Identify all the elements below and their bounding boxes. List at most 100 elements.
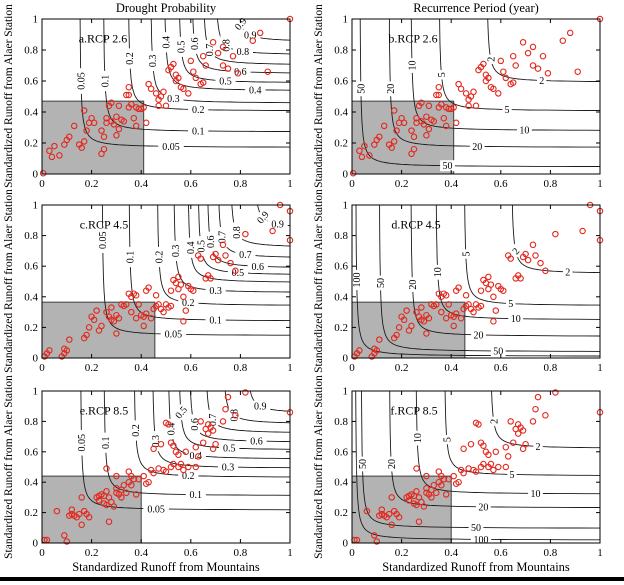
scatter-point (192, 74, 200, 82)
contour-label-text: 0.3 (171, 245, 182, 258)
x-tick-label: 0 (39, 362, 45, 374)
contour-label-gap (232, 45, 253, 57)
contour-label-0.7: 0.7 (235, 249, 256, 261)
contour-label-0.4: 0.4 (160, 32, 172, 53)
scatter-point (385, 510, 393, 518)
y-tick-label: 1 (343, 200, 349, 212)
scatter-point (539, 52, 547, 60)
scatter-point (132, 292, 140, 299)
scatter-point (492, 448, 500, 456)
contour-label-text: 10 (531, 489, 541, 500)
scatter-point (98, 322, 105, 330)
scatter-point (90, 119, 98, 127)
scatter-point (63, 347, 71, 354)
contour-label-gap (231, 222, 243, 243)
x-tick-label: 0.8 (544, 547, 558, 559)
scatter-point (227, 259, 234, 267)
scatter-point (529, 418, 537, 425)
scatter-point (430, 118, 438, 125)
scatter-point (185, 463, 192, 471)
contour-line-5 (439, 18, 600, 111)
contour-label-text: 20 (474, 330, 484, 341)
scatter-point (78, 494, 85, 501)
scatter-point (490, 85, 497, 93)
scatter-point (529, 43, 537, 51)
contour-label-20: 20 (476, 501, 491, 513)
contour-label-gap (124, 48, 136, 69)
scatter-point (68, 506, 76, 513)
right-column-title: Recurrence Period (year) (413, 1, 539, 15)
scatter-point (373, 347, 381, 354)
contour-label-text: 50 (443, 161, 453, 172)
contour-label-text: 0.9 (254, 402, 267, 413)
contour-line-50 (379, 205, 601, 352)
scatter-point (140, 472, 147, 480)
contour-label-text: 100 (352, 273, 363, 288)
contour-label-gap (460, 249, 472, 259)
scatter-point (509, 79, 517, 86)
contour-line-0.7 (206, 390, 290, 433)
y-tick-label: 0 (33, 353, 39, 365)
y-tick-label: 0.4 (24, 477, 38, 489)
scatter-point (269, 227, 276, 235)
scatter-point (85, 324, 93, 331)
y-tick-label: 0.2 (334, 507, 348, 519)
scatter-point (177, 460, 185, 468)
scatter-point (425, 314, 433, 322)
contour-label-gap (488, 416, 500, 427)
scatter-point (103, 488, 110, 495)
subplot-tag-e: e.RCP 8.5 (79, 403, 129, 418)
scatter-point (529, 241, 537, 249)
scatter-point (480, 60, 487, 68)
y-tick-label: 1 (343, 386, 349, 398)
y-tick-label: 0.8 (24, 230, 38, 242)
contour-label-text: 0.2 (154, 251, 165, 264)
y-tick-label: 0.6 (24, 446, 38, 458)
scatter-point (534, 65, 542, 72)
x-tick-label: 0.2 (85, 362, 99, 374)
scatter-point (53, 507, 61, 515)
contour-label-gap (407, 277, 418, 293)
contour-label-gap (470, 533, 492, 545)
scatter-point (80, 138, 88, 145)
contour-label-0.8: 0.8 (220, 35, 232, 56)
scatter-point (532, 252, 539, 259)
axes-box (351, 204, 601, 359)
y-tick-label: 0 (343, 538, 349, 550)
contour-label-50: 50 (440, 160, 455, 172)
contour-label-text: 5 (442, 437, 453, 442)
contour-label-text: 0.2 (131, 424, 142, 437)
contour-label-gap (189, 414, 200, 435)
scatter-point (457, 85, 465, 93)
scatter-point (120, 118, 128, 125)
contour-label-text: 0.7 (208, 414, 219, 427)
y-tick-label: 0.4 (24, 107, 38, 119)
scatter-point (180, 466, 187, 474)
x-tick-label: 0.6 (494, 547, 508, 559)
contour-label-10: 10 (528, 487, 543, 500)
contour-label-gap (490, 345, 506, 357)
x-tick-label: 0.8 (234, 547, 248, 559)
contour-label-gap (502, 104, 512, 115)
contour-label-0.5: 0.5 (195, 236, 207, 257)
contour-label-text: 0.2 (182, 471, 195, 482)
scatter-point (132, 122, 140, 130)
scatter-point (542, 412, 549, 419)
scatter-point (490, 293, 497, 301)
contour-label-0.2: 0.2 (130, 420, 142, 441)
contour-label-text: 10 (408, 61, 419, 71)
contour-label-0.9: 0.9 (250, 400, 271, 413)
scatter-point (192, 463, 200, 471)
contour-label-gap (251, 205, 274, 229)
y-axis-label-b: Standardized Runoff from Alaer Station (313, 4, 325, 188)
scatter-point (428, 494, 435, 501)
scatter-point (450, 322, 457, 330)
scatter-point (430, 481, 438, 489)
scatter-point (500, 287, 507, 294)
contour-label-50: 50 (468, 522, 484, 534)
contour-label-text: 0.4 (167, 423, 178, 436)
contour-label-gap (476, 501, 491, 513)
contour-label-gap (178, 470, 199, 482)
